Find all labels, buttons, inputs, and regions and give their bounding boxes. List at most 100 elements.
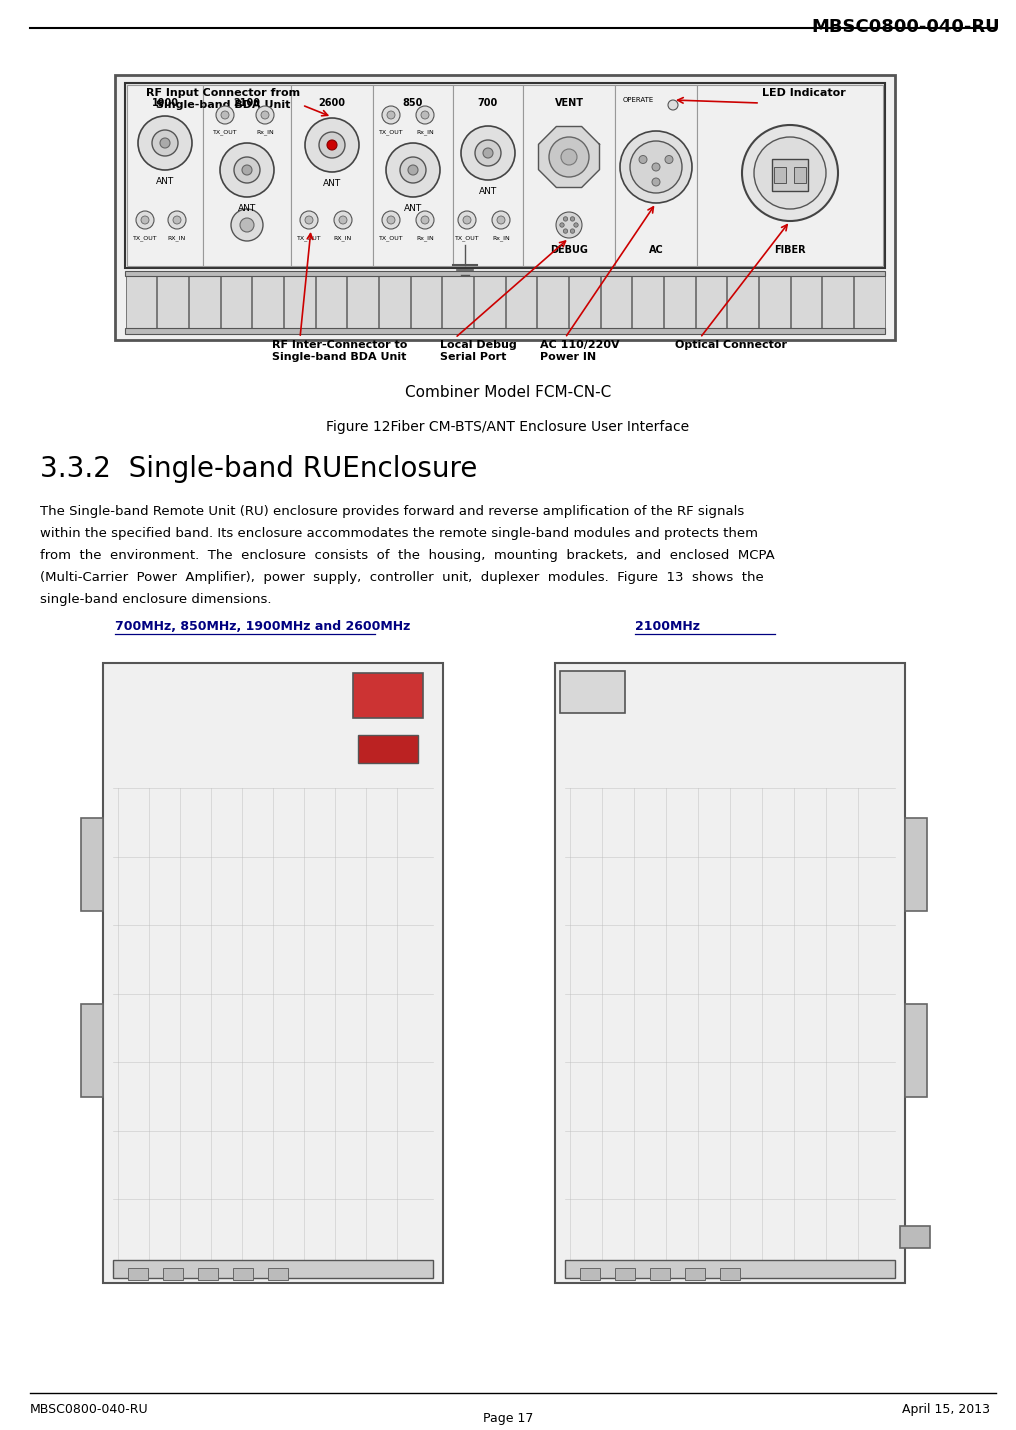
Bar xyxy=(410,275,441,330)
Circle shape xyxy=(563,229,568,233)
Bar xyxy=(685,1268,705,1280)
Circle shape xyxy=(483,147,493,157)
Circle shape xyxy=(387,112,395,119)
Circle shape xyxy=(242,164,252,174)
Text: Rx_IN: Rx_IN xyxy=(417,235,434,240)
Circle shape xyxy=(463,216,471,225)
Text: RX_IN: RX_IN xyxy=(168,235,186,240)
Circle shape xyxy=(221,112,229,119)
Bar xyxy=(560,671,625,714)
Bar xyxy=(81,818,103,911)
Circle shape xyxy=(574,223,578,227)
Text: MBSC0800-040-RU: MBSC0800-040-RU xyxy=(812,19,1000,36)
Circle shape xyxy=(560,223,564,227)
Circle shape xyxy=(136,212,154,229)
Bar xyxy=(822,275,852,330)
Text: ANT: ANT xyxy=(155,177,174,186)
Circle shape xyxy=(327,140,337,150)
Circle shape xyxy=(141,216,149,225)
Text: 700: 700 xyxy=(478,99,498,109)
Circle shape xyxy=(416,212,434,229)
Circle shape xyxy=(305,216,313,225)
Circle shape xyxy=(458,212,477,229)
Text: TX_OUT: TX_OUT xyxy=(133,235,157,240)
Bar xyxy=(252,275,282,330)
Bar xyxy=(453,84,523,266)
Text: from  the  environment.  The  enclosure  consists  of  the  housing,  mounting  : from the environment. The enclosure cons… xyxy=(40,549,775,562)
Text: April 15, 2013: April 15, 2013 xyxy=(902,1403,990,1416)
Circle shape xyxy=(261,112,269,119)
Bar xyxy=(127,84,203,266)
Bar xyxy=(615,84,697,266)
Circle shape xyxy=(168,212,186,229)
Bar xyxy=(442,275,472,330)
Bar xyxy=(353,674,423,718)
Bar xyxy=(537,275,568,330)
Circle shape xyxy=(492,212,510,229)
Text: TX_OUT: TX_OUT xyxy=(379,129,403,134)
Text: Local Debug
Serial Port: Local Debug Serial Port xyxy=(440,340,517,362)
Text: RF Inter-Connector to
Single-band BDA Unit: RF Inter-Connector to Single-band BDA Un… xyxy=(272,340,407,362)
Bar xyxy=(198,1268,218,1280)
Bar xyxy=(379,275,409,330)
Text: Combiner Model FCM-CN-C: Combiner Model FCM-CN-C xyxy=(404,385,612,400)
Text: LED Indicator: LED Indicator xyxy=(762,89,845,99)
Circle shape xyxy=(416,106,434,124)
Bar xyxy=(663,275,695,330)
Circle shape xyxy=(421,112,429,119)
Circle shape xyxy=(234,157,260,183)
Text: 2100MHz: 2100MHz xyxy=(635,621,700,633)
Bar xyxy=(157,275,188,330)
Bar xyxy=(291,84,373,266)
Text: OPERATE: OPERATE xyxy=(623,97,654,103)
Bar xyxy=(81,1004,103,1097)
Circle shape xyxy=(305,119,359,172)
Text: TX_OUT: TX_OUT xyxy=(297,235,321,240)
Text: TX_OUT: TX_OUT xyxy=(455,235,480,240)
Circle shape xyxy=(138,116,192,170)
Circle shape xyxy=(216,106,234,124)
Bar xyxy=(125,327,885,335)
Text: Page 17: Page 17 xyxy=(483,1411,533,1426)
Bar xyxy=(125,83,885,267)
Bar xyxy=(203,84,291,266)
Circle shape xyxy=(386,143,440,197)
Circle shape xyxy=(382,106,400,124)
Bar xyxy=(793,167,806,183)
Text: TX_OUT: TX_OUT xyxy=(379,235,403,240)
Bar xyxy=(697,84,883,266)
Text: RF Input Connector from
Single-band BDA Unit: RF Input Connector from Single-band BDA … xyxy=(146,89,300,110)
Bar xyxy=(220,275,251,330)
Circle shape xyxy=(382,212,400,229)
Circle shape xyxy=(152,130,178,156)
Bar xyxy=(128,1268,148,1280)
Circle shape xyxy=(570,229,575,233)
Circle shape xyxy=(665,156,673,163)
Circle shape xyxy=(639,156,647,163)
Bar xyxy=(126,275,156,330)
Text: Rx_IN: Rx_IN xyxy=(492,235,510,240)
Circle shape xyxy=(461,126,515,180)
Text: Figure 12Fiber CM-BTS/ANT Enclosure User Interface: Figure 12Fiber CM-BTS/ANT Enclosure User… xyxy=(326,420,690,433)
Text: 850: 850 xyxy=(402,99,424,109)
Text: 1900: 1900 xyxy=(151,99,179,109)
Circle shape xyxy=(256,106,274,124)
Circle shape xyxy=(400,157,426,183)
Bar xyxy=(115,74,895,340)
Text: single-band enclosure dimensions.: single-band enclosure dimensions. xyxy=(40,593,271,606)
Circle shape xyxy=(240,217,254,232)
Bar xyxy=(580,1268,600,1280)
Circle shape xyxy=(556,212,582,237)
Circle shape xyxy=(563,217,568,222)
Text: AC 110/220V
Power IN: AC 110/220V Power IN xyxy=(539,340,620,362)
Bar xyxy=(650,1268,670,1280)
Circle shape xyxy=(220,143,274,197)
Text: ANT: ANT xyxy=(323,179,341,187)
Circle shape xyxy=(300,212,318,229)
Text: 2600: 2600 xyxy=(318,99,345,109)
Text: RX_IN: RX_IN xyxy=(334,235,353,240)
Bar xyxy=(905,1004,927,1097)
Bar xyxy=(473,275,505,330)
Circle shape xyxy=(561,149,577,164)
Bar xyxy=(569,275,599,330)
